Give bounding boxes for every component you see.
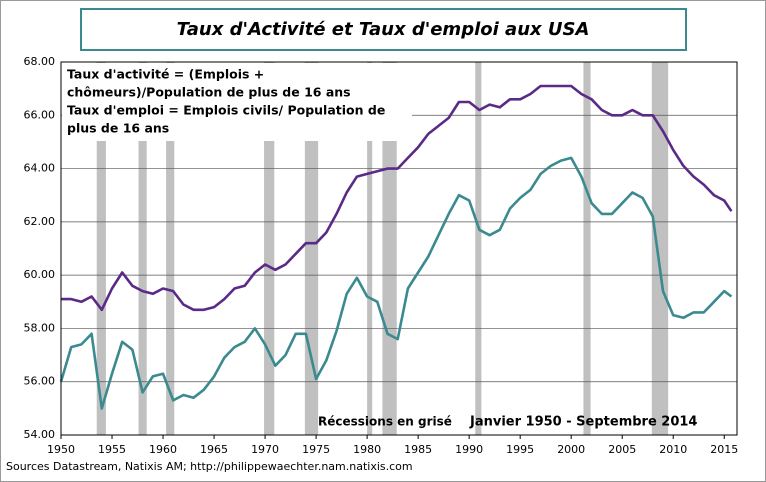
y-tick-label: 58.00 bbox=[24, 321, 56, 334]
x-tick-label: 1960 bbox=[149, 443, 177, 456]
y-tick-label: 68.00 bbox=[24, 55, 56, 68]
x-tick-label: 1995 bbox=[506, 443, 534, 456]
recession-band bbox=[96, 62, 106, 435]
y-tick-label: 64.00 bbox=[24, 162, 56, 175]
recession-note: Récessions en grisé bbox=[318, 415, 452, 429]
recession-band bbox=[651, 62, 669, 435]
x-tick-label: 2015 bbox=[710, 443, 738, 456]
y-tick-label: 60.00 bbox=[24, 268, 56, 281]
annotation: chômeurs)/Population de plus de 16 ans bbox=[67, 85, 351, 100]
y-tick-label: 62.00 bbox=[24, 215, 56, 228]
annotation-box bbox=[62, 63, 412, 141]
recession-band bbox=[583, 62, 591, 435]
x-tick-label: 2005 bbox=[608, 443, 636, 456]
recession-band bbox=[382, 62, 397, 435]
x-tick-label: 1980 bbox=[353, 443, 381, 456]
recession-band bbox=[475, 62, 482, 435]
period-note: Janvier 1950 - Septembre 2014 bbox=[469, 415, 697, 430]
x-tick-label: 1975 bbox=[302, 443, 330, 456]
x-tick-label: 1955 bbox=[98, 443, 126, 456]
annotation: plus de 16 ans bbox=[67, 121, 169, 136]
title-box bbox=[80, 8, 687, 51]
plot-border bbox=[60, 61, 738, 436]
x-tick-label: 1965 bbox=[200, 443, 228, 456]
series-line bbox=[59, 156, 733, 410]
recession-band bbox=[264, 62, 275, 435]
x-tick-label: 2000 bbox=[557, 443, 585, 456]
recession-band bbox=[138, 62, 147, 435]
x-tick-label: 1990 bbox=[455, 443, 483, 456]
recession-band bbox=[367, 62, 373, 435]
annotation: Taux d'emploi = Emplois civils/ Populati… bbox=[67, 103, 385, 118]
chart-title: Taux d'Activité et Taux d'emploi aux USA bbox=[177, 19, 590, 40]
x-tick-label: 1985 bbox=[404, 443, 432, 456]
y-tick-label: 66.00 bbox=[24, 108, 56, 121]
x-tick-label: 1970 bbox=[251, 443, 279, 456]
x-tick-label: 2010 bbox=[659, 443, 687, 456]
y-tick-label: 54.00 bbox=[24, 428, 56, 441]
source: Sources Datastream, Natixis AM; http://p… bbox=[6, 460, 413, 473]
y-tick-label: 56.00 bbox=[24, 375, 56, 388]
recession-band bbox=[166, 62, 175, 435]
annotation: Taux d'activité = (Emplois + bbox=[67, 67, 264, 82]
series-line bbox=[61, 84, 733, 312]
x-tick-label: 1950 bbox=[47, 443, 75, 456]
